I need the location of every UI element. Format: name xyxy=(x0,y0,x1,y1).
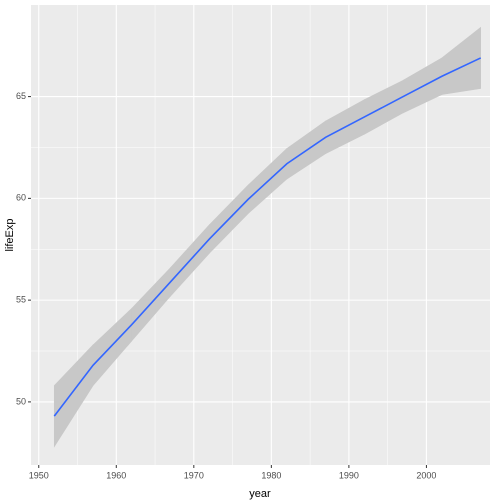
y-tick-label: 50 xyxy=(16,396,26,406)
x-tick-label: 1990 xyxy=(339,470,359,480)
y-tick-label: 60 xyxy=(16,193,26,203)
smooth-line xyxy=(53,57,482,417)
x-tick-label: 1960 xyxy=(106,470,126,480)
y-tick-label: 55 xyxy=(16,295,26,305)
confidence-band xyxy=(441,26,481,95)
x-tick-label: 2000 xyxy=(416,470,436,480)
x-tick-label: 1950 xyxy=(29,470,49,480)
x-tick-label: 1970 xyxy=(184,470,204,480)
x-axis-label: year xyxy=(249,488,271,500)
y-tick-label: 65 xyxy=(16,91,26,101)
x-tick-label: 1980 xyxy=(261,470,281,480)
y-axis-label: lifeExp xyxy=(4,218,16,251)
